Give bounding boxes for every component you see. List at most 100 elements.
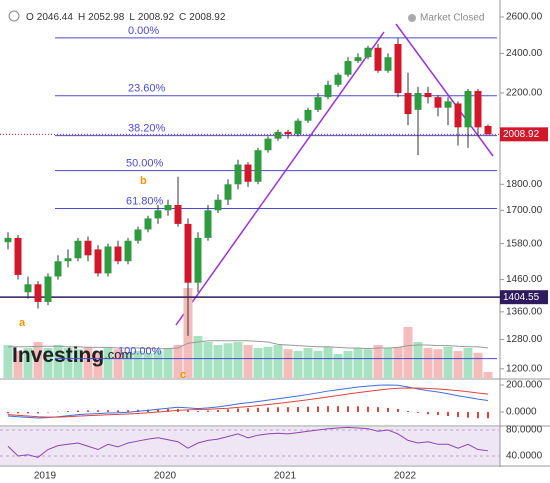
macd-hist xyxy=(87,410,89,412)
fib-label: 61.80% xyxy=(126,195,164,207)
ohlc-value: 2046.44 xyxy=(37,12,74,23)
macd-hist xyxy=(127,410,129,412)
candle-body xyxy=(324,84,332,98)
candle-body xyxy=(24,284,32,293)
volume-bar xyxy=(373,345,383,378)
volume-bar xyxy=(13,351,23,378)
volume-bar xyxy=(363,349,373,378)
macd-hist xyxy=(287,407,289,412)
candle-body xyxy=(364,47,372,58)
wave-label: b xyxy=(140,175,147,187)
candle-body xyxy=(174,204,182,224)
volume-bar xyxy=(263,346,273,378)
macd-hist xyxy=(457,411,459,418)
volume-bar xyxy=(163,348,173,378)
candle-body xyxy=(474,90,482,128)
wave-label: c xyxy=(180,369,186,381)
macd-hist xyxy=(407,411,409,412)
candle-body xyxy=(54,261,62,277)
macd-hist xyxy=(37,411,39,414)
volume-bar xyxy=(303,348,313,378)
volume-bar xyxy=(53,345,63,378)
macd-hist xyxy=(77,410,79,412)
volume-bar xyxy=(143,352,153,378)
fib-label: 23.60% xyxy=(128,83,166,95)
candle-body xyxy=(184,223,192,283)
macd-hist xyxy=(227,409,229,412)
macd-hist xyxy=(157,409,159,412)
macd-hist xyxy=(17,411,19,414)
volume-bar xyxy=(33,342,43,378)
candle-body xyxy=(4,237,12,243)
macd-hist xyxy=(207,410,209,412)
fib-label: 50.00% xyxy=(126,158,164,170)
macd-hist xyxy=(67,411,69,412)
macd-hist xyxy=(97,410,99,412)
candle-body xyxy=(154,210,162,219)
candle-body xyxy=(84,240,92,256)
ohlc-label: O xyxy=(26,12,34,23)
volume-bar xyxy=(323,346,333,378)
macd-hist xyxy=(317,406,319,412)
candle-body xyxy=(374,47,382,71)
volume-bar xyxy=(243,345,253,378)
volume-bar xyxy=(353,348,363,378)
macd-hist xyxy=(357,406,359,412)
y-tick-label: 0.0000 xyxy=(506,407,537,418)
candle-body xyxy=(144,218,152,230)
volume-bar xyxy=(173,345,183,378)
candle-body xyxy=(354,57,362,62)
volume-bar xyxy=(453,351,463,378)
macd-hist xyxy=(167,409,169,412)
y-tick-label: 40.0000 xyxy=(506,451,543,462)
y-tick-label: 2600.00 xyxy=(506,12,543,23)
volume-bar xyxy=(293,351,303,378)
macd-hist xyxy=(377,407,379,412)
macd-hist xyxy=(417,411,419,413)
candle-body xyxy=(314,97,322,110)
volume-bar xyxy=(43,348,53,378)
ohlc-label: H xyxy=(78,12,85,23)
macd-hist xyxy=(107,410,109,412)
candle-body xyxy=(274,131,282,139)
candle-body xyxy=(104,246,112,274)
ohlc-value: 2052.98 xyxy=(88,12,125,23)
candle-body xyxy=(204,210,212,238)
y-tick-label: 1800.00 xyxy=(506,179,543,190)
macd-hist xyxy=(367,406,369,412)
volume-ma-line xyxy=(8,340,489,350)
ohlc-value: 2008.92 xyxy=(138,12,175,23)
candle-body xyxy=(244,164,252,182)
macd-hist xyxy=(427,411,429,415)
macd-hist xyxy=(347,406,349,412)
y-tick-label: 1200.00 xyxy=(506,363,543,374)
candle-body xyxy=(264,138,272,151)
volume-bar xyxy=(483,372,493,378)
settings-icon[interactable] xyxy=(8,10,20,22)
volume-bar xyxy=(123,354,133,378)
fib-label: 0.00% xyxy=(128,25,159,37)
ohlc-label: L xyxy=(129,12,135,23)
macd-hist xyxy=(187,410,189,412)
candle-body xyxy=(34,284,42,302)
candle-body xyxy=(114,246,122,262)
macd-hist xyxy=(337,406,339,412)
volume-bar xyxy=(133,351,143,378)
macd-hist xyxy=(237,408,239,412)
market-status: Market Closed xyxy=(420,13,484,24)
price-tag xyxy=(500,127,548,142)
x-tick-label: 2021 xyxy=(274,471,297,482)
volume-bar xyxy=(213,345,223,378)
macd-hist xyxy=(267,407,269,412)
macd-hist xyxy=(217,410,219,412)
trend-line xyxy=(395,23,494,157)
candle-body xyxy=(424,92,432,98)
y-tick-label: 80.0000 xyxy=(506,425,543,436)
volume-bar xyxy=(223,343,233,378)
x-tick-label: 2022 xyxy=(394,471,417,482)
candle-body xyxy=(304,109,312,121)
volume-bar xyxy=(433,349,443,378)
volume-bar xyxy=(93,351,103,378)
macd-hist xyxy=(487,411,489,419)
